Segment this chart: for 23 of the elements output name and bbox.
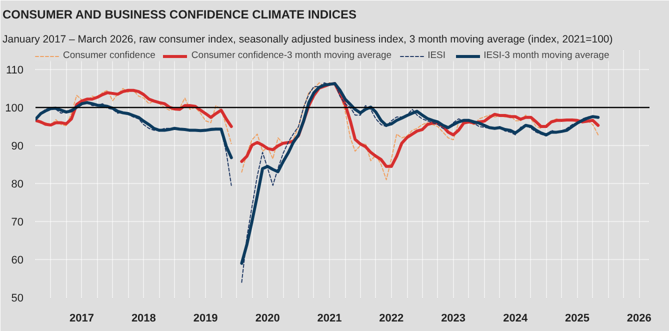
x-tick-label: 2026: [626, 312, 652, 324]
chart-subtitle: January 2017 – March 2026, raw consumer index, seasonally adjusted business index, 3 month moving average (index, 2021=100): [2, 34, 613, 46]
y-tick-label: 80: [11, 178, 24, 190]
x-tick-label: 2020: [255, 312, 280, 324]
x-tick-label: 2017: [70, 312, 94, 324]
x-tick-label: 2024: [503, 312, 528, 324]
y-tick-label: 110: [6, 64, 24, 76]
legend-label: IESI-3 month moving average: [484, 50, 610, 61]
y-tick-label: 100: [5, 102, 24, 114]
legend-label: Consumer confidence: [63, 50, 156, 61]
y-tick-label: 90: [11, 140, 24, 152]
y-tick-label: 50: [11, 292, 24, 304]
y-tick-label: 70: [11, 216, 24, 228]
legend-label: IESI: [428, 50, 447, 61]
x-tick-label: 2021: [317, 312, 342, 324]
legend-label: Consumer confidence-3 month moving average: [191, 50, 392, 61]
x-tick-label: 2023: [441, 312, 466, 324]
x-tick-label: 2019: [193, 312, 218, 324]
x-tick-label: 2022: [379, 312, 404, 324]
y-tick-label: 60: [11, 254, 24, 266]
x-tick-label: 2025: [565, 312, 590, 324]
x-tick-label: 2018: [131, 312, 156, 324]
chart-title: CONSUMER AND BUSINESS CONFIDENCE CLIMATE INDICES: [2, 8, 357, 22]
